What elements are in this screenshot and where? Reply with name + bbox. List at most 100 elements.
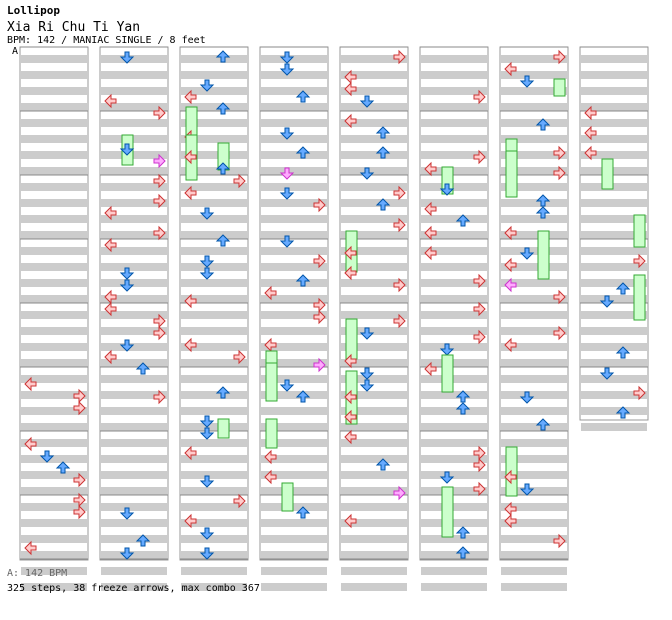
stripe [341, 55, 407, 63]
stripe [181, 487, 247, 495]
step-arrow [295, 274, 311, 287]
stripe [421, 503, 487, 511]
stripe [421, 583, 487, 591]
step-arrow [375, 458, 391, 471]
step-arrow [633, 253, 646, 269]
stripe [501, 423, 567, 431]
step-arrow [424, 201, 437, 217]
stripe [341, 119, 407, 127]
stripe [21, 503, 87, 511]
step-arrow [439, 343, 455, 356]
stripe [101, 231, 167, 239]
stripe [581, 167, 647, 175]
stripe [21, 567, 87, 575]
stripe [501, 87, 567, 95]
freeze-arrow [345, 318, 358, 360]
step-arrow [584, 105, 597, 121]
step-arrow [633, 385, 646, 401]
step-arrow [439, 183, 455, 196]
step-arrow [184, 149, 197, 165]
stripe [421, 375, 487, 383]
step-arrow [455, 214, 471, 227]
step-arrow [473, 89, 486, 105]
stripe [421, 535, 487, 543]
stripe [421, 519, 487, 527]
step-arrow [24, 436, 37, 452]
step-arrow [199, 415, 215, 428]
stripe [341, 135, 407, 143]
stripe [421, 423, 487, 431]
stripe [181, 231, 247, 239]
stripe [421, 263, 487, 271]
stripe [261, 551, 327, 559]
step-arrow [393, 277, 406, 293]
stripe [101, 327, 167, 335]
stripe [341, 103, 407, 111]
stripe [421, 567, 487, 575]
stripe [101, 535, 167, 543]
stripe [341, 263, 407, 271]
stripe [261, 71, 327, 79]
stripe [261, 471, 327, 479]
stripe [181, 503, 247, 511]
step-arrow [233, 349, 246, 365]
step-arrow [199, 427, 215, 440]
stripe [421, 359, 487, 367]
step-arrow [199, 547, 215, 560]
stripe [181, 295, 247, 303]
step-arrow [359, 367, 375, 380]
step-arrow [313, 309, 326, 325]
stripe [101, 167, 167, 175]
step-arrow [535, 418, 551, 431]
stripe [101, 375, 167, 383]
step-arrow [104, 205, 117, 221]
step-arrow [344, 513, 357, 529]
stripe [181, 519, 247, 527]
step-arrow [455, 526, 471, 539]
step-arrow [615, 346, 631, 359]
step-arrow [313, 197, 326, 213]
stripe [581, 231, 647, 239]
stripe [421, 215, 487, 223]
step-arrow [279, 235, 295, 248]
freeze-arrow [633, 214, 646, 248]
stripe [501, 55, 567, 63]
step-arrow [344, 389, 357, 405]
stripe [501, 535, 567, 543]
stripe [341, 583, 407, 591]
stripe [101, 119, 167, 127]
step-arrow [215, 234, 231, 247]
freeze-arrow [601, 158, 614, 190]
step-arrow [184, 445, 197, 461]
step-arrow [473, 457, 486, 473]
stripe [341, 535, 407, 543]
stripe [581, 423, 647, 431]
step-arrow [184, 337, 197, 353]
stripe [421, 343, 487, 351]
stripe [181, 151, 247, 159]
stripe [341, 423, 407, 431]
stripe [261, 167, 327, 175]
step-arrow [153, 153, 166, 169]
stripe [501, 439, 567, 447]
step-arrow [424, 245, 437, 261]
stripe [501, 231, 567, 239]
stripe [421, 487, 487, 495]
stripe [501, 375, 567, 383]
step-arrow [599, 367, 615, 380]
stripe [581, 199, 647, 207]
step-arrow [553, 325, 566, 341]
stripe [21, 295, 87, 303]
stripe [261, 151, 327, 159]
step-arrow [504, 61, 517, 77]
stripe [21, 439, 87, 447]
step-arrow [279, 187, 295, 200]
freeze-arrow [441, 354, 454, 393]
stripe [101, 135, 167, 143]
stripe [421, 311, 487, 319]
stripe [21, 375, 87, 383]
step-arrow [535, 206, 551, 219]
step-arrow [73, 472, 86, 488]
stripe [101, 199, 167, 207]
step-arrow [504, 225, 517, 241]
